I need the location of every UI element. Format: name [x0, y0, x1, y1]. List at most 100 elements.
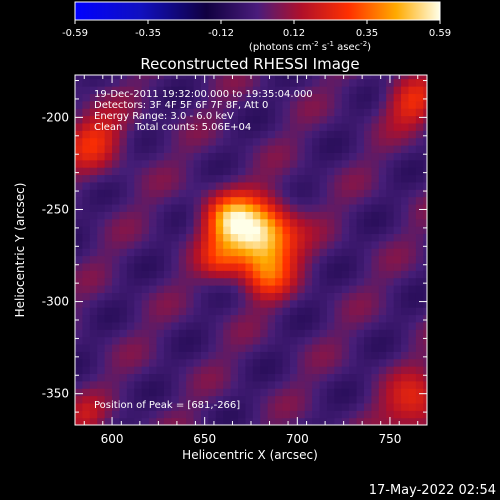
- heatmap-cell: [297, 93, 306, 102]
- heatmap-cell: [134, 240, 143, 249]
- heatmap-cell: [371, 321, 380, 330]
- heatmap-cell: [119, 122, 128, 131]
- heatmap-cell: [319, 189, 328, 198]
- heatmap-cell: [364, 189, 373, 198]
- heatmap-cell: [319, 75, 328, 80]
- heatmap-cell: [393, 270, 402, 279]
- heatmap-cell: [326, 417, 335, 425]
- heatmap-cell: [415, 358, 424, 367]
- heatmap-cell: [326, 402, 335, 411]
- heatmap-cell: [178, 255, 187, 264]
- heatmap-cell: [163, 336, 172, 345]
- heatmap-cell: [75, 159, 84, 168]
- heatmap-cell: [230, 336, 239, 345]
- heatmap-cell: [252, 395, 261, 404]
- heatmap-cell: [200, 307, 209, 316]
- heatmap-cell: [312, 255, 321, 264]
- heatmap-cell: [200, 115, 209, 124]
- heatmap-cell: [349, 174, 358, 183]
- heatmap-cell: [408, 226, 417, 235]
- heatmap-cell: [349, 189, 358, 198]
- heatmap-cell: [349, 366, 358, 375]
- heatmap-cell: [326, 115, 335, 124]
- heatmap-cell: [275, 351, 284, 360]
- heatmap-cell: [401, 373, 410, 382]
- heatmap-cell: [149, 226, 158, 235]
- heatmap-cell: [82, 137, 91, 146]
- heatmap-cell: [312, 402, 321, 411]
- heatmap-cell: [289, 93, 298, 102]
- heatmap-cell: [230, 181, 239, 190]
- heatmap-cell: [230, 240, 239, 249]
- heatmap-cell: [371, 329, 380, 338]
- heatmap-cell: [134, 373, 143, 382]
- heatmap-cell: [378, 248, 387, 257]
- heatmap-cell: [275, 189, 284, 198]
- heatmap-cell: [200, 388, 209, 397]
- heatmap-cell: [186, 203, 195, 212]
- heatmap-cell: [289, 292, 298, 301]
- heatmap-cell: [163, 108, 172, 117]
- heatmap-cell: [230, 299, 239, 308]
- heatmap-cell: [97, 380, 106, 389]
- heatmap-cell: [334, 248, 343, 257]
- heatmap-cell: [112, 292, 121, 301]
- heatmap-cell: [223, 78, 232, 87]
- heatmap-cell: [112, 86, 121, 95]
- heatmap-cell: [386, 218, 395, 227]
- heatmap-cell: [378, 93, 387, 102]
- heatmap-cell: [171, 181, 180, 190]
- heatmap-cell: [223, 321, 232, 330]
- heatmap-cell: [126, 373, 135, 382]
- heatmap-cell: [386, 321, 395, 330]
- heatmap-cell: [104, 417, 113, 425]
- heatmap-cell: [163, 417, 172, 425]
- heatmap-cell: [149, 299, 158, 308]
- heatmap-cell: [341, 211, 350, 220]
- heatmap-cell: [245, 159, 254, 168]
- y-tick-label: -350: [42, 387, 69, 401]
- heatmap-cell: [378, 167, 387, 176]
- heatmap-cell: [415, 314, 424, 323]
- heatmap-cell: [282, 373, 291, 382]
- heatmap-cell: [267, 86, 276, 95]
- heatmap-cell: [75, 402, 84, 411]
- heatmap-cell: [230, 189, 239, 198]
- heatmap-cell: [356, 240, 365, 249]
- heatmap-cell: [282, 270, 291, 279]
- heatmap-cell: [200, 380, 209, 389]
- heatmap-cell: [326, 248, 335, 257]
- heatmap-cell: [119, 211, 128, 220]
- heatmap-cell: [156, 255, 165, 264]
- heatmap-cell: [75, 314, 84, 323]
- heatmap-cell: [312, 174, 321, 183]
- heatmap-cell: [401, 159, 410, 168]
- heatmap-cell: [200, 299, 209, 308]
- heatmap-cell: [104, 108, 113, 117]
- heatmap-cell: [208, 380, 217, 389]
- heatmap-cell: [334, 292, 343, 301]
- heatmap-cell: [163, 307, 172, 316]
- heatmap-cell: [215, 270, 224, 279]
- heatmap-cell: [289, 122, 298, 131]
- heatmap-cell: [289, 130, 298, 139]
- heatmap-cell: [208, 196, 217, 205]
- heatmap-cell: [97, 299, 106, 308]
- heatmap-cell: [349, 358, 358, 367]
- heatmap-cell: [141, 329, 150, 338]
- heatmap-cell: [378, 203, 387, 212]
- heatmap-cell: [252, 75, 261, 80]
- heatmap-cell: [230, 343, 239, 352]
- heatmap-cell: [304, 299, 313, 308]
- heatmap-cell: [378, 159, 387, 168]
- heatmap-cell: [267, 255, 276, 264]
- heatmap-cell: [193, 380, 202, 389]
- heatmap-cell: [386, 380, 395, 389]
- heatmap-cell: [252, 248, 261, 257]
- heatmap-cell: [386, 262, 395, 271]
- heatmap-cell: [215, 203, 224, 212]
- heatmap-cell: [82, 93, 91, 102]
- heatmap-cell: [386, 174, 395, 183]
- heatmap-cell: [252, 189, 261, 198]
- heatmap-cell: [178, 145, 187, 153]
